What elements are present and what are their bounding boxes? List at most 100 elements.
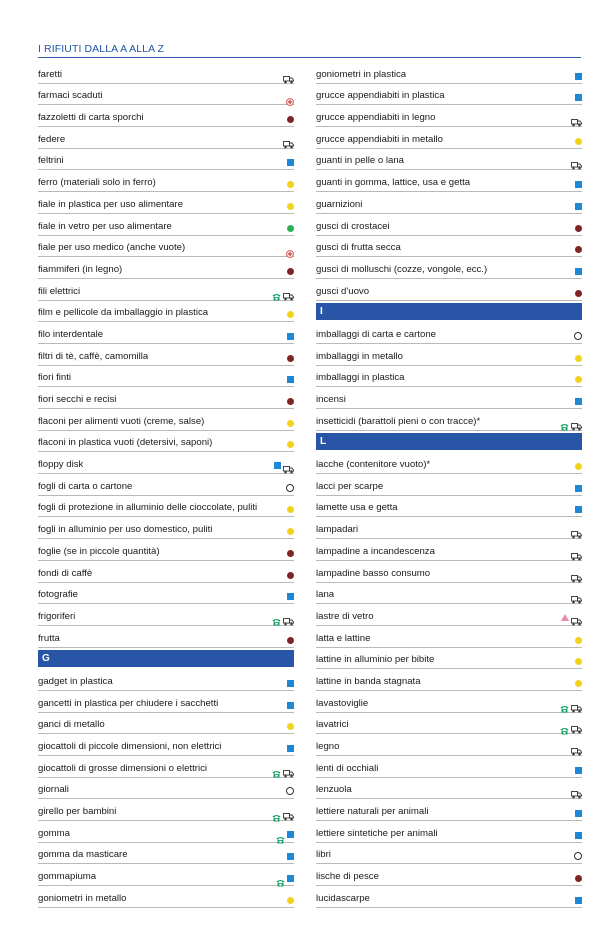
phone-icon [272,809,281,822]
item-label: giornali [38,784,69,796]
item-label: giocattoli di piccole dimensioni, non el… [38,741,222,752]
item-label: lavatrici [316,719,349,731]
blue-square-icon [287,874,294,882]
list-item: floppy disk [38,452,294,475]
list-item: lamette usa e getta [316,496,582,518]
item-label: fiori finti [38,372,72,384]
item-label: flaconi in plastica vuoti (detersivi, sa… [38,437,213,449]
disposal-icons [560,418,582,431]
blue-square-icon [575,896,582,904]
blue-square-icon [575,202,582,210]
disposal-icons [287,571,294,579]
disposal-icons [574,331,582,340]
disposal-icons [575,463,582,471]
truck-icon [283,136,294,149]
list-item: frigoriferi [38,604,294,626]
phone-icon [272,613,281,626]
truck-icon [571,418,582,431]
list-item: fiammiferi (in legno) [38,257,294,279]
item-label: floppy disk [38,459,84,471]
list-item: giocattoli di grosse dimensioni o elettr… [38,756,294,778]
list-item: ganci di metallo [38,713,294,735]
list-item: grucce appendiabiti in plastica [316,84,582,106]
disposal-icons [574,852,582,861]
list-item: guarnizioni [316,192,582,214]
item-label: fazzoletti di carta sporchi [38,112,144,124]
list-item: gusci di molluschi (cozze, vongole, ecc.… [316,257,582,279]
disposal-icons [575,506,582,514]
item-label: ganci di metallo [38,719,105,731]
disposal-icons [571,548,582,561]
blue-square-icon [287,593,294,601]
item-label: lenzuola [316,784,352,796]
list-item: latta e lattine [316,626,582,648]
disposal-icons [274,461,294,474]
disposal-icons [575,354,582,362]
list-item: gancetti in plastica per chiudere i sacc… [38,691,294,713]
item-label: frigoriferi [38,610,76,622]
list-item: gommapiuma [38,864,294,887]
truck-icon [571,570,582,582]
list-item: giornali [38,778,294,800]
disposal-icons [575,658,582,666]
disposal-icons [287,723,294,731]
truck-icon [571,721,582,734]
pink-triangle-icon [561,613,569,621]
disposal-icons [571,570,582,582]
disposal-icons [287,116,294,124]
disposal-icons [575,246,582,254]
open-circle-icon [286,483,294,492]
disposal-icons [575,289,582,297]
item-label: lampadari [316,524,359,536]
truck-icon [571,114,582,127]
yellow-dot-icon [287,202,294,210]
truck-icon [283,808,294,821]
green-dot-icon [287,224,294,232]
list-item: gusci d'uovo [316,279,582,301]
yellow-dot-icon [287,181,294,189]
truck-icon [283,613,294,626]
truck-icon [571,700,582,713]
blue-square-icon [287,853,294,861]
yellow-dot-icon [287,506,294,514]
list-item: lucidascarpe [316,886,582,908]
open-circle-icon [286,787,294,796]
disposal-icons [286,93,294,107]
list-item: fogli in alluminio per uso domestico, pu… [38,517,294,540]
list-item: libri [316,843,582,865]
item-label: lana [316,589,335,601]
list-item: lampadine a incandescenza [316,539,582,561]
disposal-icons [575,810,582,818]
disposal-icons [575,875,582,883]
list-item: lattine in alluminio per bibite [316,648,582,670]
disposal-icons [575,376,582,384]
item-label: gadget in plastica [38,675,113,687]
list-item: lacche (contenitore vuoto)* [316,452,582,475]
list-item: filo interdentale [38,322,294,344]
blue-square-icon [575,267,582,275]
item-label: insetticidi (barattoli pieni o con tracc… [316,415,481,427]
disposal-icons [560,700,582,713]
item-label: lampadine basso consumo [316,567,431,579]
brown-dot-icon [287,116,294,124]
item-label: filtri di tè, caffè, camomilla [38,350,149,362]
list-item: fiori secchi e recisi [38,387,294,409]
disposal-icons [287,506,294,514]
item-label: feltrini [38,155,64,167]
item-label: legno [316,741,340,752]
item-label: goniometri in metallo [38,892,127,904]
item-label: lacche (contenitore vuoto)* [316,459,431,471]
right-column: goniometri in plastica grucce appendiabit… [316,62,582,908]
list-item: goniometri in plastica [316,62,582,84]
item-label: gancetti in plastica per chiudere i sacc… [38,697,219,709]
truck-icon [283,765,294,778]
disposal-icons [287,528,294,536]
blue-square-icon [287,159,294,167]
truck-icon [571,613,582,626]
disposal-icons [287,636,294,644]
item-label: fiale in plastica per uso alimentare [38,198,184,210]
brown-dot-icon [287,549,294,557]
list-item: fili elettrici [38,279,294,301]
yellow-dot-icon [287,441,294,449]
item-label: fondi di caffè [38,567,93,579]
